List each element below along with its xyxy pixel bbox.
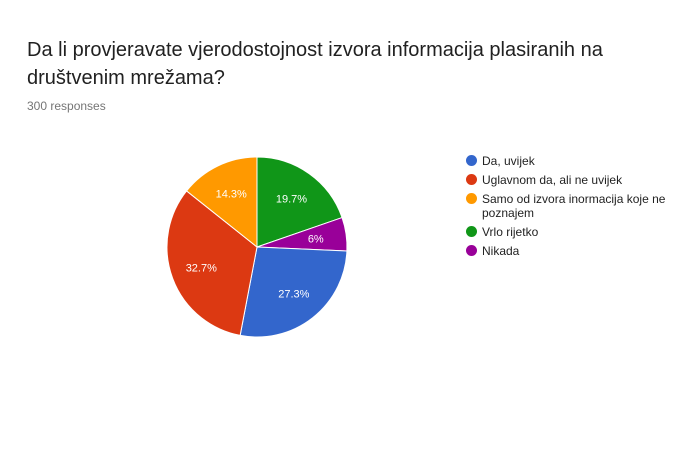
pie-slice-1[interactable] <box>166 190 258 336</box>
legend-label: Vrlo rijetko <box>482 225 539 239</box>
chart-legend: Da, uvijek Uglavnom da, ali ne uvijek Samo… <box>466 154 681 263</box>
legend-item[interactable]: Samo od izvora inormacija koje ne poznaj… <box>466 192 681 220</box>
legend-swatch-icon <box>466 245 477 256</box>
pie-slice-label-4: 6% <box>308 233 324 245</box>
pie-slices <box>166 156 348 338</box>
legend-swatch-icon <box>466 174 477 185</box>
legend-label: Da, uvijek <box>482 154 535 168</box>
legend-label: Uglavnom da, ali ne uvijek <box>482 173 623 187</box>
legend-item[interactable]: Da, uvijek <box>466 154 681 168</box>
pie-slice-label-0: 27.3% <box>278 289 309 301</box>
pie-slice-0[interactable] <box>239 246 348 338</box>
legend-swatch-icon <box>466 226 477 237</box>
legend-label: Samo od izvora inormacija koje ne poznaj… <box>482 192 666 220</box>
pie-slice-label-2: 14.3% <box>216 188 247 200</box>
pie-slice-label-1: 32.7% <box>186 263 217 275</box>
pie-labels: 19.7% 6% 27.3% 32.7% 14.3% <box>186 188 324 300</box>
legend-swatch-icon <box>466 155 477 166</box>
pie-slice-2[interactable] <box>185 156 258 249</box>
legend-item[interactable]: Nikada <box>466 244 681 258</box>
response-count: 300 responses <box>27 99 106 113</box>
legend-swatch-icon <box>466 193 477 204</box>
legend-item[interactable]: Uglavnom da, ali ne uvijek <box>466 173 681 187</box>
question-title: Da li provjeravate vjerodostojnost izvor… <box>27 39 603 89</box>
pie-slice-label-3: 19.7% <box>276 194 307 206</box>
legend-item[interactable]: Vrlo rijetko <box>466 225 681 239</box>
legend-label: Nikada <box>482 244 520 258</box>
